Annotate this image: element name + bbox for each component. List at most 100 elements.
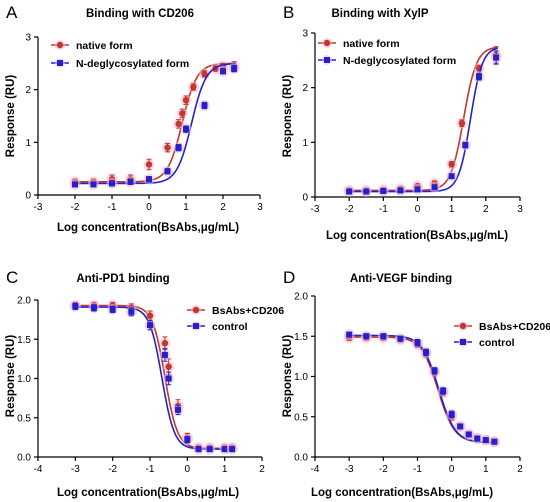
x-axis-label-a: Log concentration(BsAbs,μg/mL): [57, 222, 239, 234]
y-tick-label-b: 1: [302, 138, 308, 149]
data-point-b-native-form: [458, 120, 466, 127]
x-tick-label-d: 2: [517, 464, 523, 475]
x-tick-label-a: 0: [146, 202, 152, 213]
data-point-c-control: [165, 375, 172, 382]
y-axis-label-d: Response (RU): [282, 335, 294, 418]
data-point-a-n-deglycosylated-form: [175, 144, 182, 151]
legend-label-b-n-deglycosylated-form: N-deglycosylated form: [343, 55, 456, 67]
y-tick-label-d: 0.5: [294, 412, 308, 423]
y-tick-label-d: 1.0: [294, 372, 308, 383]
data-point-d-control: [431, 367, 438, 374]
x-tick-label-a: 3: [257, 202, 263, 213]
panel-letter-c: C: [6, 268, 18, 287]
data-point-c-control: [175, 406, 181, 413]
fit-curve-a-native-form: [73, 62, 236, 183]
x-tick-label-d: -3: [345, 464, 354, 475]
data-point-d-control: [457, 423, 464, 430]
data-point-c-control: [128, 308, 135, 315]
x-axis-label-b: Log concentration(BsAbs,μg/mL): [326, 230, 508, 242]
y-tick-label-c: 1.0: [17, 374, 31, 385]
x-tick-label-d: -2: [379, 464, 388, 475]
data-point-a-native-form: [190, 83, 197, 91]
data-point-b-n-deglycosylated-form: [493, 54, 500, 61]
data-point-a-n-deglycosylated-form: [164, 168, 171, 175]
data-point-c-control: [161, 351, 168, 358]
x-tick-label-d: 0: [449, 464, 455, 475]
x-tick-label-c: -1: [146, 464, 155, 475]
x-tick-label-b: -3: [311, 204, 320, 215]
data-point-c-control: [184, 436, 191, 443]
chart-title-d: Anti-VEGF binding: [350, 273, 452, 285]
x-tick-label-b: -1: [379, 204, 388, 215]
data-point-a-n-deglycosylated-form: [109, 180, 115, 187]
y-tick-label-d: 2.0: [294, 292, 308, 303]
data-point-b-n-deglycosylated-form: [380, 187, 387, 194]
data-point-a-native-form: [201, 70, 208, 78]
plot-area-d: -4 -3 -2 -1 0 1 2 0.0 0.5 1.0 1.5 2.0 BsAbs+CD206 con…: [294, 292, 550, 476]
plot-area-a: -3 -2 -1 0 1 2 3 0 1 2 3 native form N-deglycosylate…: [25, 33, 263, 214]
x-tick-label-d: -4: [311, 464, 320, 475]
data-point-c-bsabs-cd206: [165, 363, 172, 370]
data-point-b-n-deglycosylated-form: [476, 73, 482, 80]
data-point-c-bsabs-cd206: [161, 339, 169, 347]
data-point-a-n-deglycosylated-form: [127, 178, 134, 185]
x-tick-label-d: 1: [483, 464, 489, 475]
legend-label-d-bsabs-cd206: BsAbs+CD206: [479, 321, 550, 333]
data-point-a-n-deglycosylated-form: [231, 65, 238, 72]
y-tick-label-c: 2.0: [17, 296, 31, 307]
data-point-a-n-deglycosylated-form: [201, 102, 208, 109]
y-axis-label-a: Response (RU): [5, 75, 17, 158]
x-tick-label-a: 1: [183, 202, 189, 213]
panel-a: A Binding with CD206 Log concentration(B…: [5, 3, 263, 234]
data-point-c-bsabs-cd206: [146, 312, 154, 319]
data-point-a-native-form: [182, 97, 190, 104]
data-point-d-control: [346, 331, 353, 338]
legend-label-c-control: control: [212, 321, 248, 333]
data-point-b-native-form: [448, 161, 455, 168]
panel-letter-d: D: [283, 268, 295, 287]
legend-marker-a-n-deglycosylated-form: [57, 60, 63, 66]
x-tick-label-c: -4: [34, 464, 43, 475]
data-point-c-control: [91, 304, 97, 311]
y-axis-label-c: Response (RU): [5, 335, 17, 418]
y-tick-label-d: 1.5: [294, 332, 308, 343]
x-tick-label-d: -1: [413, 464, 422, 475]
data-point-b-n-deglycosylated-form: [397, 187, 404, 194]
x-tick-label-a: -2: [71, 202, 80, 213]
data-point-d-control: [491, 438, 498, 445]
y-tick-label-a: 0: [25, 191, 31, 202]
data-point-b-n-deglycosylated-form: [346, 188, 353, 195]
legend-marker-c-bsabs-cd206: [192, 306, 200, 314]
y-tick-label-b: 3: [302, 29, 308, 40]
data-point-c-control: [206, 446, 213, 453]
data-point-b-n-deglycosylated-form: [462, 142, 469, 149]
legend-marker-d-bsabs-cd206: [459, 322, 467, 330]
legend-marker-d-control: [460, 339, 466, 345]
data-point-c-control: [72, 303, 79, 310]
y-tick-label-a: 3: [25, 33, 31, 44]
x-tick-label-b: 3: [517, 204, 523, 215]
legend-label-a-native-form: native form: [76, 40, 133, 52]
data-point-d-control: [397, 335, 404, 342]
x-tick-label-c: -3: [71, 464, 80, 475]
x-tick-label-c: 2: [259, 464, 265, 475]
x-axis-label-c: Log concentration(BsAbs,μg/mL): [57, 487, 239, 499]
x-tick-label-a: -3: [34, 202, 43, 213]
data-point-a-n-deglycosylated-form: [183, 126, 189, 133]
x-tick-label-c: 1: [222, 464, 228, 475]
y-tick-label-c: 0.0: [17, 453, 31, 464]
x-tick-label-b: 1: [449, 204, 455, 215]
data-point-a-native-form: [179, 110, 186, 117]
chart-title-c: Anti-PD1 binding: [76, 273, 169, 285]
y-tick-label-d: 0.0: [294, 453, 308, 464]
chart-title-a: Binding with CD206: [86, 8, 194, 20]
legend-label-d-control: control: [479, 337, 515, 349]
legend-marker-b-native-form: [323, 39, 331, 47]
panel-c: C Anti-PD1 binding Log concentration(BsA…: [5, 268, 284, 499]
data-point-d-control: [423, 349, 430, 356]
data-point-c-control: [221, 446, 228, 453]
data-point-c-control: [147, 322, 153, 329]
legend-marker-a-native-form: [56, 41, 64, 49]
y-tick-label-a: 2: [25, 85, 31, 96]
